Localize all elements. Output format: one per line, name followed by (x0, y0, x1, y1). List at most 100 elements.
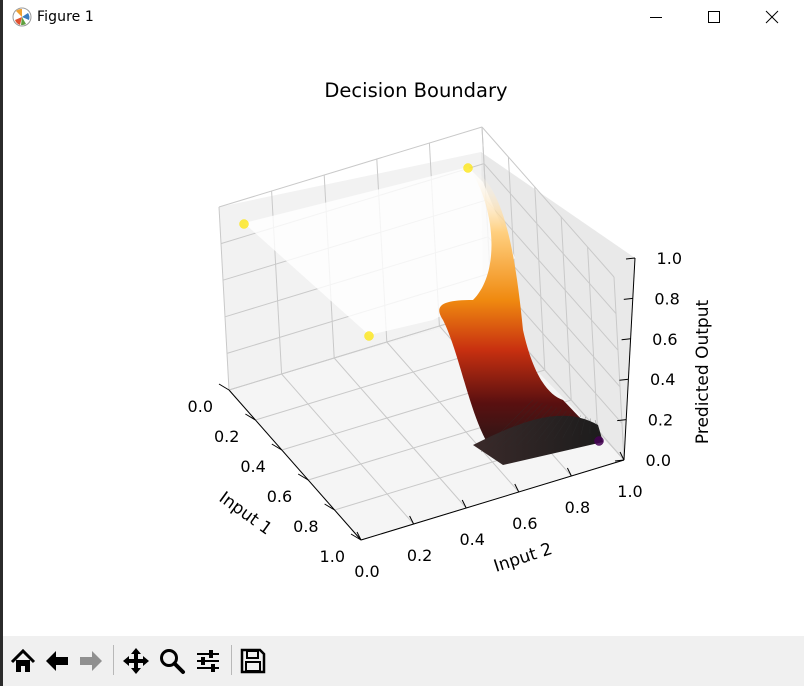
mesh-line (508, 404, 548, 448)
x-tick-mark (324, 503, 335, 511)
window-title: Figure 1 (37, 9, 94, 25)
home-button[interactable] (6, 644, 40, 678)
z-tick-label: 0.6 (652, 330, 677, 349)
pan-move-icon (123, 648, 149, 674)
maximize-button[interactable] (691, 0, 737, 34)
mesh-line (535, 409, 562, 443)
y-axis-label: Input 2 (491, 539, 554, 577)
x-tick-label: 0.6 (267, 487, 292, 506)
title-bar[interactable]: Figure 1 (3, 0, 804, 34)
x-tick-mark (297, 473, 309, 481)
axis-edge (360, 459, 625, 541)
z-tick-mark (614, 459, 625, 462)
z-tick-label: 0.4 (650, 370, 675, 389)
floor-grid-line (333, 357, 467, 509)
data-point (594, 436, 604, 446)
minimize-button[interactable] (633, 0, 679, 34)
surface-low-region (473, 415, 603, 465)
floor-grid-line (386, 341, 520, 493)
tick-labels: 0.00.00.00.20.20.20.40.40.40.60.60.60.80… (188, 249, 682, 581)
mesh-line (526, 407, 558, 445)
figure-canvas[interactable]: 0.0 0.0 0.0 0.2 0.2 0.2 0.4 0.4 0.4 0.6 0.6 0.6 0.8 0… (3, 34, 804, 636)
navigation-toolbar (3, 636, 804, 686)
mesh-line (544, 410, 567, 442)
axis-edge (623, 257, 636, 461)
close-button[interactable] (749, 0, 795, 34)
data-point (364, 331, 374, 341)
surface-plateau (244, 167, 515, 335)
wall-grid-line (218, 206, 230, 391)
wall-grid-line (481, 126, 615, 278)
y-tick-label: 0.6 (512, 514, 537, 533)
back-button[interactable] (40, 644, 74, 678)
wall-grid-line (218, 126, 483, 208)
x-tick-label: 1.0 (320, 547, 345, 566)
mesh-line (594, 419, 600, 433)
y-tick-mark (514, 483, 520, 493)
z-tick-mark (621, 338, 631, 341)
z-tick-label: 0.8 (654, 289, 679, 308)
back-right-pane (481, 152, 635, 460)
maximize-icon (708, 11, 720, 23)
home-icon (10, 648, 36, 672)
mesh-line (553, 412, 572, 440)
y-tick-label: 0.4 (459, 530, 484, 549)
configure-subplots-button[interactable] (191, 644, 225, 678)
wall-grid-line (613, 276, 625, 461)
z-axis-label: Predicted Output (693, 300, 713, 445)
y-tick-mark (619, 451, 625, 461)
save-button[interactable] (236, 644, 270, 678)
z-tick-label: 0.0 (646, 451, 671, 470)
forward-arrow-icon (80, 651, 102, 671)
x-tick-label: 0.8 (293, 517, 318, 536)
axis-edge (228, 389, 362, 541)
mesh-line (489, 401, 538, 451)
y-tick-label: 0.2 (407, 546, 432, 565)
back-arrow-icon (46, 651, 68, 671)
zoom-magnifier-icon (160, 649, 185, 674)
wall-grid-line (560, 216, 572, 401)
floor-grid-line (281, 373, 414, 525)
x-tick-label: 0.4 (240, 457, 265, 476)
x-tick-mark (350, 533, 362, 541)
surface-boundary-slope (439, 167, 603, 462)
forward-button[interactable] (74, 644, 108, 678)
surface-mesh (480, 399, 600, 453)
wall-grid-line (534, 186, 546, 371)
z-tick-mark (617, 419, 627, 422)
z-tick-mark (623, 297, 633, 300)
y-tick-mark (566, 467, 572, 477)
x-tick-mark (245, 413, 256, 421)
data-point (463, 163, 473, 173)
z-tick-mark (619, 378, 629, 381)
wall-grid-line (587, 246, 599, 431)
save-floppy-icon (240, 648, 266, 674)
y-tick-label: 0.0 (354, 562, 379, 581)
mesh-line (562, 413, 577, 439)
zoom-button[interactable] (155, 644, 189, 678)
close-icon (765, 10, 779, 24)
toolbar-separator (231, 645, 232, 675)
mesh-line (498, 402, 543, 450)
training-points (239, 163, 604, 446)
z-tick-label: 0.2 (648, 411, 673, 430)
matplotlib-app-icon (12, 7, 32, 27)
window-edge (0, 0, 3, 686)
y-tick-mark (356, 531, 362, 541)
mesh-line (517, 405, 553, 447)
y-tick-mark (409, 515, 415, 525)
axis-lines (228, 257, 636, 541)
data-point (239, 219, 249, 229)
x-tick-label: 0.0 (188, 397, 213, 416)
y-tick-label: 0.8 (565, 498, 590, 517)
plot-3d-axes[interactable]: 0.00.00.00.20.20.20.40.40.40.60.60.60.80… (3, 34, 804, 636)
mesh-line (480, 399, 534, 453)
y-tick-mark (461, 499, 467, 509)
x-tick-mark (218, 383, 230, 391)
z-tick-label: 1.0 (657, 249, 682, 268)
mesh-line (571, 415, 581, 437)
pan-button[interactable] (119, 644, 153, 678)
minimize-icon (650, 17, 662, 18)
mesh-line (580, 416, 586, 436)
